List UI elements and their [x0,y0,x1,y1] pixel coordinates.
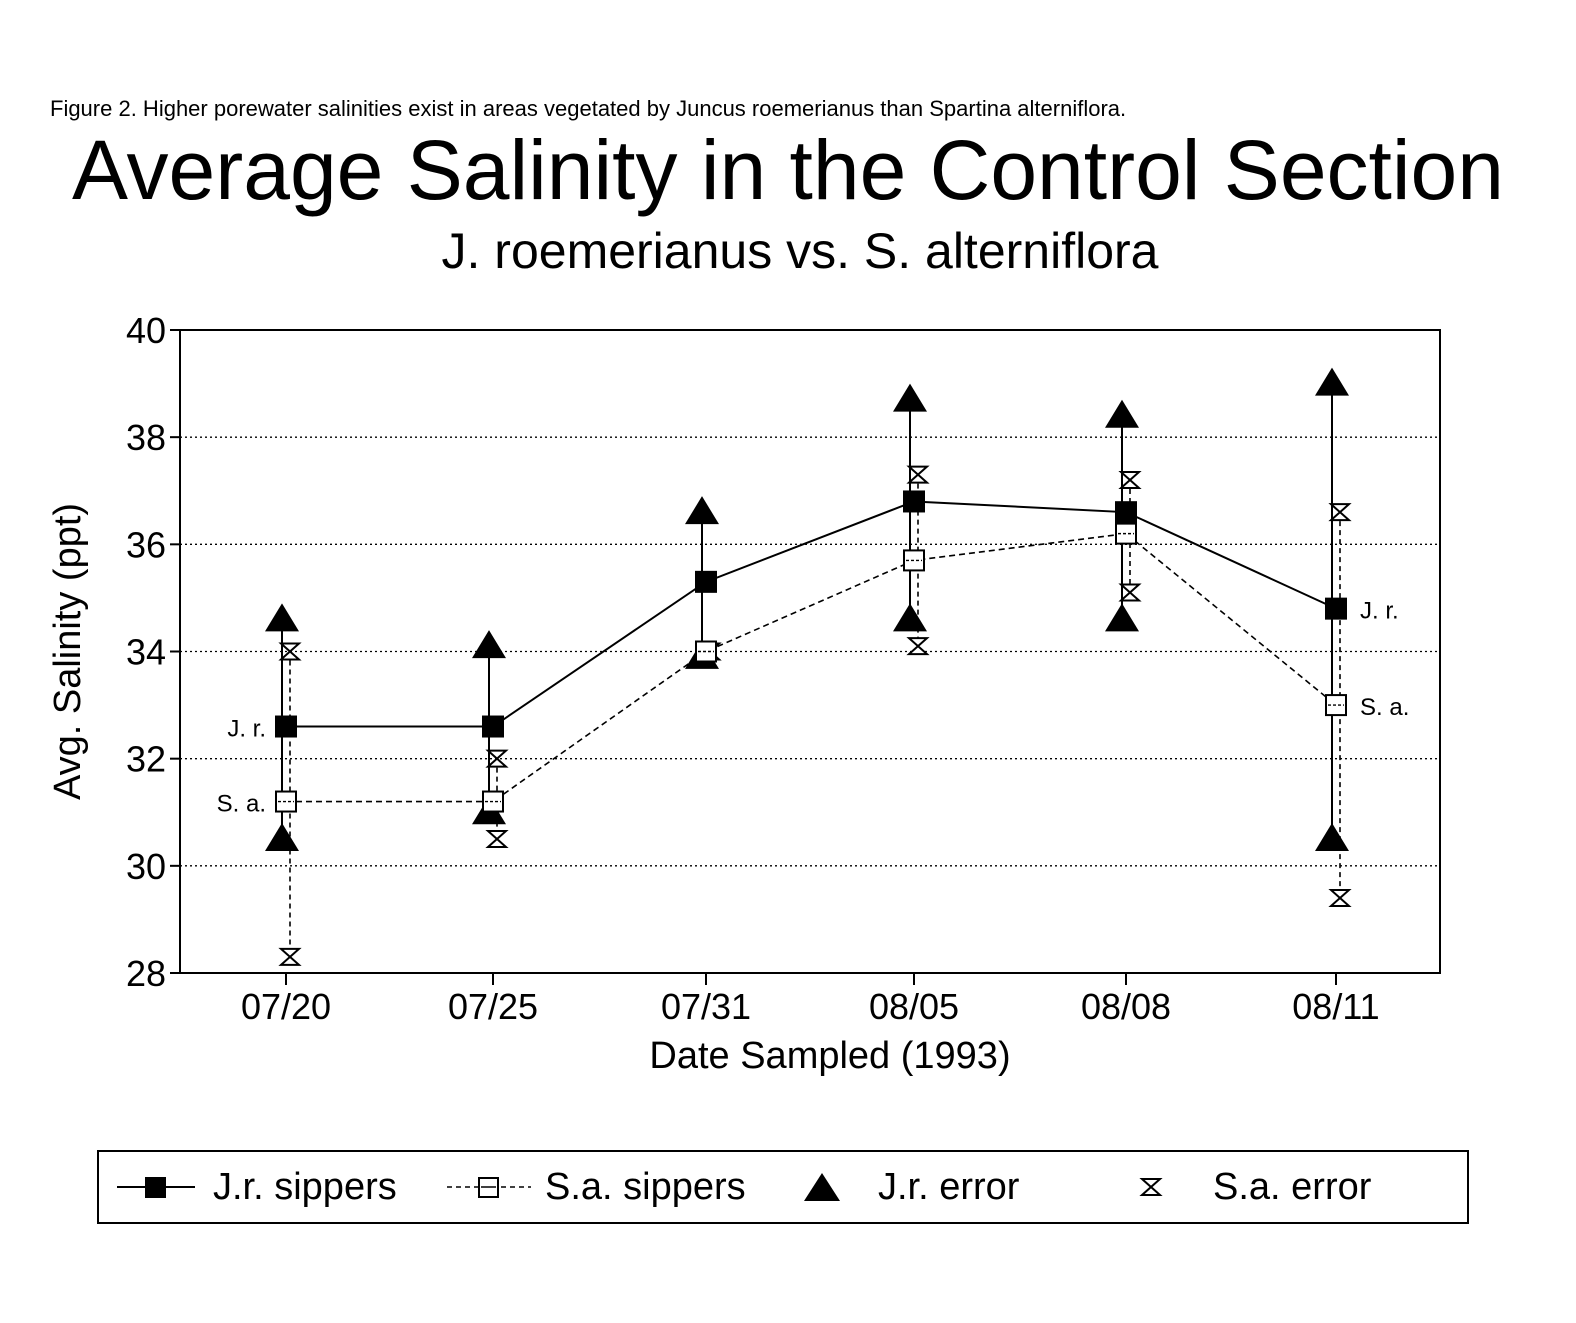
sa-error-high-marker [906,465,930,484]
y-axis-title: Avg. Salinity (ppt) [47,503,89,800]
sa-error-low-marker [906,637,930,656]
jr-error-low-marker [893,603,927,632]
jr-sippers-point [1325,597,1347,620]
x-tick-label: 07/25 [448,986,538,1027]
y-tick-label: 30 [126,846,166,887]
legend-label-sa-error: S.a. error [1213,1165,1372,1208]
jr-error-high-marker [472,630,506,659]
jr-sippers-line [286,500,1337,728]
legend-label-jr-sippers: J.r. sippers [213,1165,397,1208]
jr-start-label: J. r. [227,716,266,743]
sa-error-low-marker [1118,583,1142,602]
sa-error-high-marker [485,749,509,768]
jr-error-high-marker [1105,399,1139,428]
salinity-line-chart: 28 30 32 34 36 38 40 07/20 07/25 07/31 08/05 08/08 0… [47,310,1441,1077]
sa-error-low-marker [278,947,302,966]
jr-error-high-marker [893,383,927,412]
sa-start-label: S. a. [217,791,266,818]
jr-error-low-marker [1105,603,1139,632]
legend-label-jr-error: J.r. error [878,1165,1020,1208]
jr-sippers-point [695,570,717,593]
legend-label-sa-sippers: S.a. sippers [545,1165,746,1208]
x-tick-label: 08/08 [1081,986,1171,1027]
jr-error-triangle-icon [804,1173,840,1201]
chart-title: Average Salinity in the Control Section [72,123,1504,217]
y-tick-label: 34 [126,632,166,673]
jr-error-low-marker [265,823,299,852]
x-tick-label: 07/20 [241,986,331,1027]
y-tick-label: 40 [126,310,166,351]
y-tick-label: 32 [126,739,166,780]
jr-sippers-point [903,490,925,513]
sa-sippers-line [286,532,1337,803]
x-tick-label: 08/05 [869,986,959,1027]
jr-error-high-marker [685,496,719,525]
sa-end-label: S. a. [1360,694,1409,721]
x-tick-label: 08/11 [1292,986,1379,1027]
sa-error-low-marker [1328,888,1352,907]
legend-item-sa-error: S.a. error [1139,1152,1371,1222]
sa-error-high-marker [1118,471,1142,490]
sa-error-high-marker [1328,503,1352,522]
figure-caption: Figure 2. Higher porewater salinities ex… [50,96,1127,121]
jr-sippers-point [482,715,504,738]
jr-sippers-point [1115,501,1137,524]
jr-end-label: J. r. [1360,598,1399,625]
sa-sippers-marker-icon [447,1177,531,1198]
chart-legend: J.r. sippers S.a. sippers J.r. error S.a… [97,1150,1469,1224]
y-tick-label: 36 [126,524,166,565]
x-tick-label: 07/31 [661,986,751,1027]
chart-subtitle: J. roemerianus vs. S. alterniflora [441,223,1159,279]
jr-sippers-point [275,715,297,738]
x-axis-title: Date Sampled (1993) [649,1035,1010,1077]
legend-item-jr-sippers: J.r. sippers [117,1152,397,1222]
y-tick-label: 28 [126,953,166,994]
sa-error-high-marker [278,642,302,661]
legend-item-jr-error: J.r. error [802,1152,1019,1222]
jr-error-high-marker [1315,367,1349,396]
y-tick-label: 38 [126,417,166,458]
jr-sippers-marker-icon [117,1177,195,1198]
sa-error-hourglass-icon [1139,1178,1163,1196]
jr-error-high-marker [265,603,299,632]
legend-item-sa-sippers: S.a. sippers [447,1152,746,1222]
jr-error-low-marker [1315,823,1349,852]
sa-error-low-marker [485,830,509,849]
